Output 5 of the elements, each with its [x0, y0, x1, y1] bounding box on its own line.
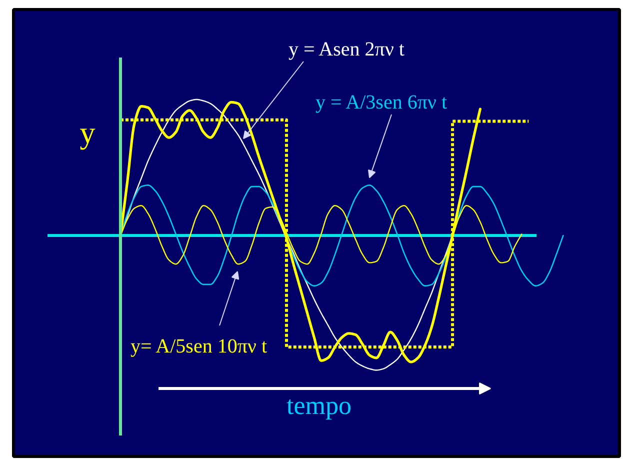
text: y = Asen 2πν t — [288, 38, 405, 60]
x-axis-title: tempo — [286, 391, 352, 420]
text: y= A/5sen 10πν t — [130, 336, 268, 358]
y-axis-title: y — [80, 115, 96, 150]
text: y = A/3sen 6πν t — [316, 92, 448, 114]
